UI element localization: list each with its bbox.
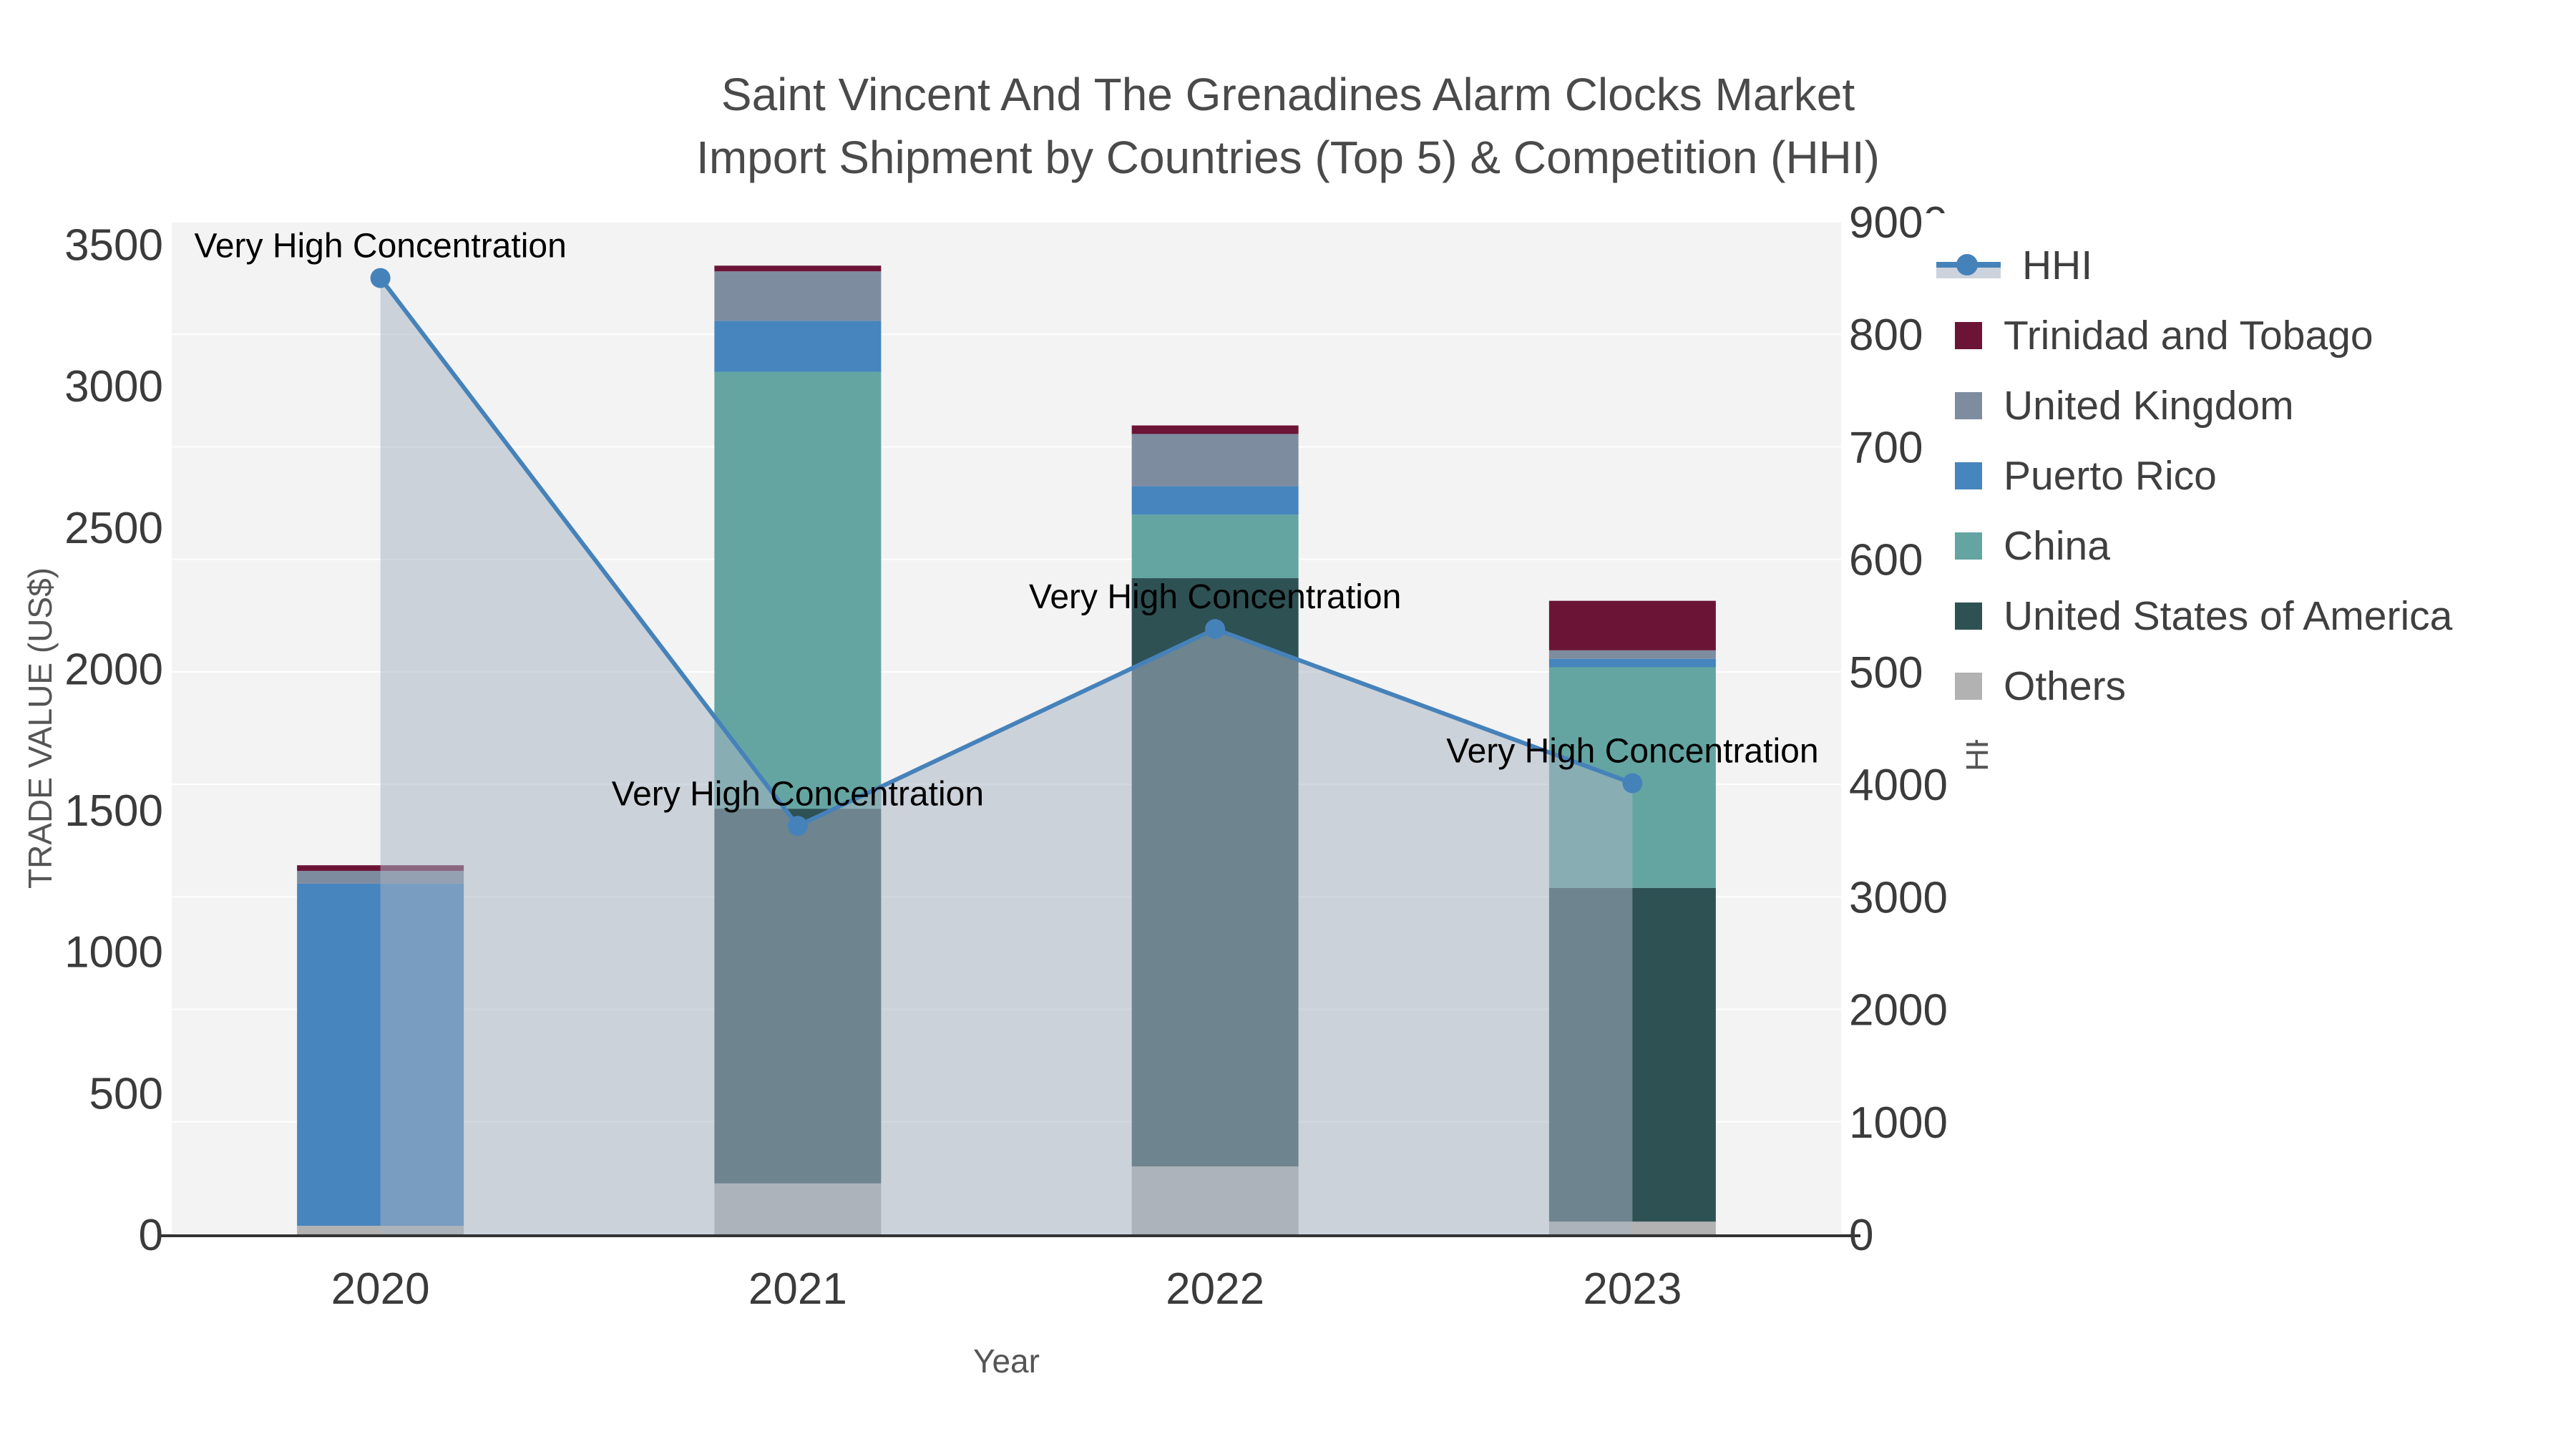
bar-segment-trinidad-and-tobago-2022[interactable] xyxy=(1131,425,1299,434)
legend-label: United Kingdom xyxy=(2004,383,2294,429)
legend: HHI Trinidad and Tobago United Kingdom Puer… xyxy=(1925,213,2576,740)
left-axis-tick-3000: 3000 xyxy=(64,362,163,411)
hhi-point-2022[interactable] xyxy=(1205,619,1226,640)
bar-segment-united-kingdom-2021[interactable] xyxy=(714,271,882,321)
bar-segment-china-2021[interactable] xyxy=(714,371,882,809)
x-axis-title: Year xyxy=(973,1342,1040,1380)
annotation-very-high-concentration-2021: Very High Concentration xyxy=(612,775,984,813)
legend-item-hhi[interactable]: HHI xyxy=(1936,230,2566,301)
bar-segment-china-2022[interactable] xyxy=(1131,514,1299,579)
legend-label: Puerto Rico xyxy=(2004,453,2217,499)
left-axis-tick-3500: 3500 xyxy=(64,221,163,270)
x-axis-tick-2023: 2023 xyxy=(1583,1264,1682,1314)
x-axis-tick-2022: 2022 xyxy=(1166,1264,1264,1314)
bar-segment-united-kingdom-2022[interactable] xyxy=(1131,434,1299,487)
left-axis-tick-2500: 2500 xyxy=(64,504,163,553)
left-axis-tick-1500: 1500 xyxy=(64,786,163,836)
right-axis-tick-2000: 2000 xyxy=(1849,986,1948,1035)
annotation-very-high-concentration-2023: Very High Concentration xyxy=(1446,733,1818,771)
chart-title: Saint Vincent And The Grenadines Alarm C… xyxy=(696,63,1880,189)
legend-item-united-kingdom[interactable]: United Kingdom xyxy=(1936,371,2566,441)
left-axis-tick-1000: 1000 xyxy=(64,928,163,977)
legend-item-united-states-of-america[interactable]: United States of America xyxy=(1936,581,2566,651)
hhi-point-2020[interactable] xyxy=(370,268,391,288)
legend-swatch-icon xyxy=(1955,322,1982,349)
bar-segment-trinidad-and-tobago-2021[interactable] xyxy=(714,265,882,272)
legend-item-china[interactable]: China xyxy=(1936,511,2566,581)
legend-label: China xyxy=(2004,523,2110,569)
legend-label: Others xyxy=(2004,663,2127,709)
legend-swatch-icon xyxy=(1955,532,1982,560)
right-axis-tick-1000: 1000 xyxy=(1849,1098,1948,1148)
hhi-point-2023[interactable] xyxy=(1622,773,1643,794)
left-axis-tick-2000: 2000 xyxy=(64,645,163,694)
hhi-area-fill xyxy=(380,278,1633,1235)
left-axis-tick-0: 0 xyxy=(139,1211,163,1260)
right-axis-tick-0: 0 xyxy=(1849,1211,1873,1260)
legend-item-others[interactable]: Others xyxy=(1936,651,2566,721)
bar-segment-trinidad-and-tobago-2023[interactable] xyxy=(1548,600,1716,650)
bar-segment-puerto-rico-2023[interactable] xyxy=(1548,658,1716,668)
chart-title-line2: Import Shipment by Countries (Top 5) & C… xyxy=(696,132,1880,183)
legend-label: HHI xyxy=(2022,243,2093,288)
right-axis-tick-4000: 4000 xyxy=(1849,761,1948,810)
bar-segment-united-kingdom-2023[interactable] xyxy=(1548,650,1716,659)
legend-item-puerto-rico[interactable]: Puerto Rico xyxy=(1936,441,2566,511)
legend-swatch-icon xyxy=(1955,462,1982,489)
legend-swatch-icon xyxy=(1955,602,1982,630)
chart-title-line1: Saint Vincent And The Grenadines Alarm C… xyxy=(721,69,1855,120)
x-axis-tick-2021: 2021 xyxy=(748,1264,847,1314)
left-axis-tick-500: 500 xyxy=(89,1069,163,1118)
hhi-point-2021[interactable] xyxy=(787,816,808,836)
left-axis-title: TRADE VALUE (US$) xyxy=(21,567,59,889)
right-axis-tick-3000: 3000 xyxy=(1849,873,1948,922)
x-axis-tick-2020: 2020 xyxy=(331,1264,430,1314)
legend-swatch-icon xyxy=(1955,392,1982,419)
legend-swatch-icon xyxy=(1955,673,1982,700)
bar-segment-puerto-rico-2022[interactable] xyxy=(1131,486,1299,515)
legend-item-trinidad-and-tobago[interactable]: Trinidad and Tobago xyxy=(1936,301,2566,371)
annotation-very-high-concentration-2020: Very High Concentration xyxy=(194,228,566,265)
annotation-very-high-concentration-2022: Very High Concentration xyxy=(1029,578,1401,616)
hhi-line-swatch-icon xyxy=(1936,250,2001,281)
hhi-line xyxy=(379,276,1634,829)
legend-label: Trinidad and Tobago xyxy=(2004,313,2373,358)
bar-segment-puerto-rico-2021[interactable] xyxy=(714,321,882,372)
legend-label: United States of America xyxy=(2004,593,2453,639)
